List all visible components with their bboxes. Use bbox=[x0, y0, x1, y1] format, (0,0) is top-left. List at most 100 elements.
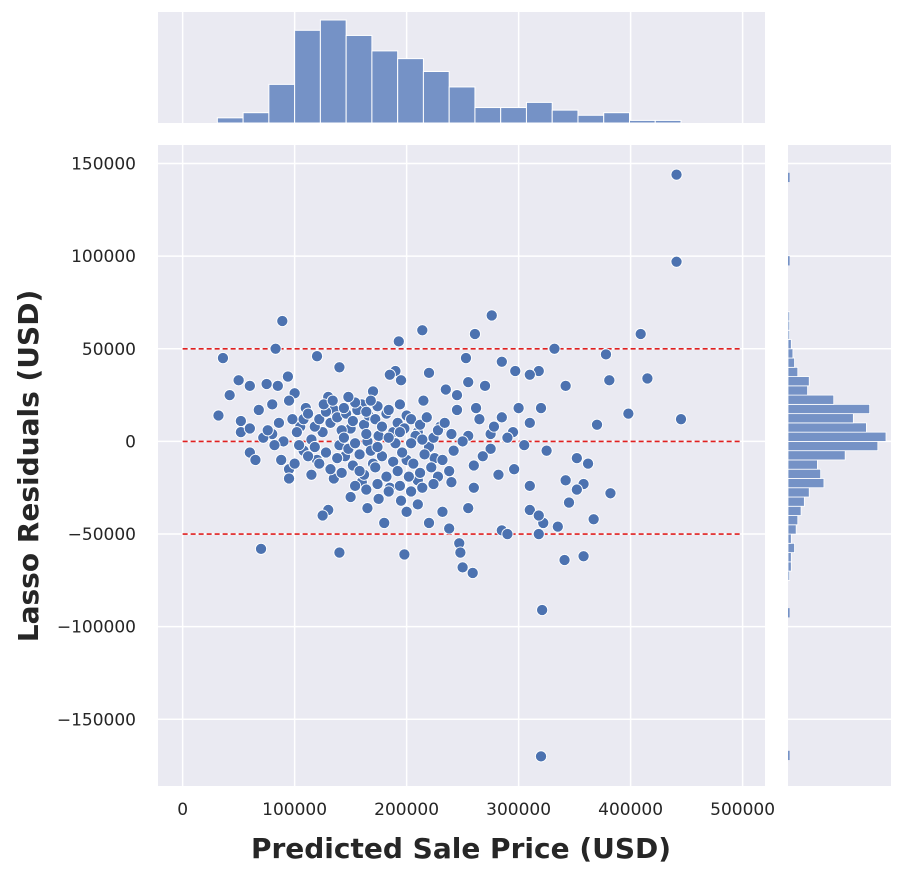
scatter-point bbox=[425, 461, 438, 474]
scatter-point bbox=[534, 402, 548, 415]
scatter-point bbox=[487, 420, 501, 433]
scatter-point bbox=[382, 431, 395, 444]
scatter-point bbox=[344, 490, 357, 504]
scatter-point bbox=[418, 448, 431, 461]
y-tick-label: 0 bbox=[125, 432, 136, 452]
scatter-point bbox=[559, 474, 572, 487]
scatter-point bbox=[400, 505, 413, 518]
right-histogram-bar bbox=[787, 487, 810, 498]
scatter-point bbox=[445, 427, 458, 441]
scatter-point bbox=[670, 255, 683, 268]
scatter-point bbox=[382, 485, 395, 498]
top-histogram-bar bbox=[371, 50, 399, 124]
scatter-point bbox=[405, 485, 418, 498]
scatter-point bbox=[459, 351, 473, 365]
scatter-point bbox=[540, 444, 553, 457]
scatter-point bbox=[360, 405, 373, 418]
top-histogram-bar bbox=[654, 119, 682, 124]
scatter-point bbox=[599, 348, 613, 361]
scatter-point bbox=[302, 450, 315, 463]
top-marginal-histogram bbox=[216, 19, 682, 124]
scatter-point bbox=[577, 550, 590, 563]
right-histogram-bar bbox=[787, 524, 797, 535]
right-histogram-bar bbox=[787, 450, 846, 461]
scatter-point bbox=[462, 502, 475, 515]
scatter-point bbox=[396, 446, 409, 459]
scatter-point bbox=[326, 394, 339, 407]
right-histogram-bar bbox=[787, 459, 818, 470]
y-tick-label: −50000 bbox=[68, 525, 136, 545]
scatter-point bbox=[360, 483, 373, 496]
scatter-point bbox=[582, 457, 595, 470]
top-histogram-bar bbox=[242, 112, 270, 124]
scatter-point bbox=[466, 566, 479, 580]
scatter-point bbox=[337, 402, 350, 415]
scatter-point bbox=[337, 431, 350, 444]
x-tick-labels: 0 100000 200000 300000 400000 500000 bbox=[177, 800, 775, 820]
scatter-point bbox=[536, 603, 549, 617]
right-histogram-bar bbox=[787, 376, 810, 387]
right-histogram-bar bbox=[787, 478, 825, 489]
scatter-point bbox=[313, 413, 326, 426]
scatter-point bbox=[361, 502, 374, 515]
scatter-point bbox=[438, 416, 451, 429]
scatter-point bbox=[333, 546, 346, 559]
scatter-point bbox=[269, 342, 282, 355]
scatter-point bbox=[436, 505, 449, 518]
top-histogram-bar bbox=[294, 29, 321, 124]
scatter-point bbox=[422, 366, 436, 379]
scatter-point bbox=[548, 342, 561, 355]
scatter-point bbox=[282, 394, 296, 407]
scatter-point bbox=[333, 361, 346, 374]
right-histogram-bar bbox=[787, 403, 871, 415]
scatter-point bbox=[420, 411, 433, 424]
scatter-point bbox=[407, 457, 420, 470]
scatter-point bbox=[261, 424, 274, 437]
scatter-point bbox=[282, 472, 296, 485]
scatter-point bbox=[670, 168, 683, 181]
top-histogram-bar bbox=[397, 58, 424, 124]
scatter-point bbox=[501, 527, 514, 541]
scatter-point bbox=[405, 437, 418, 450]
right-histogram-bar bbox=[787, 348, 794, 359]
scatter-point bbox=[523, 503, 536, 517]
scatter-point bbox=[342, 390, 355, 404]
scatter-point bbox=[382, 403, 395, 416]
y-tick-label: −100000 bbox=[57, 618, 136, 638]
top-histogram-bar bbox=[551, 109, 579, 124]
scatter-point bbox=[467, 459, 480, 472]
scatter-point bbox=[443, 465, 456, 478]
top-histogram-bar bbox=[577, 114, 605, 124]
scatter-point bbox=[353, 448, 366, 461]
right-histogram-bar bbox=[787, 561, 792, 572]
y-tick-label: −150000 bbox=[57, 710, 136, 730]
scatter-point bbox=[243, 379, 256, 392]
scatter-point bbox=[293, 439, 306, 452]
scatter-point bbox=[405, 413, 418, 426]
scatter-point bbox=[281, 370, 294, 383]
top-histogram-bar bbox=[216, 117, 244, 124]
scatter-point bbox=[364, 394, 377, 407]
scatter-point bbox=[353, 465, 366, 478]
scatter-point bbox=[249, 453, 262, 466]
scatter-point bbox=[512, 402, 525, 415]
scatter-point bbox=[484, 442, 497, 455]
x-tick-label: 500000 bbox=[710, 800, 775, 820]
scatter-point bbox=[422, 516, 436, 529]
y-axis-title: Lasso Residuals (USD) bbox=[12, 290, 45, 643]
scatter-point bbox=[462, 376, 475, 389]
scatter-point bbox=[335, 466, 348, 479]
scatter-point bbox=[302, 407, 315, 420]
scatter-point bbox=[393, 398, 406, 411]
right-histogram-bar bbox=[787, 394, 835, 405]
top-histogram-bar bbox=[448, 86, 476, 124]
scatter-point bbox=[590, 418, 604, 431]
scatter-point bbox=[501, 431, 514, 444]
y-tick-labels: 150000 100000 50000 0 −50000 −100000 −150000 bbox=[57, 155, 136, 731]
scatter-point bbox=[417, 394, 430, 407]
right-histogram-bar bbox=[787, 552, 792, 563]
scatter-point bbox=[393, 479, 406, 492]
scatter-point bbox=[308, 440, 321, 454]
scatter-point bbox=[380, 470, 393, 483]
top-marginal-panel bbox=[158, 12, 765, 124]
